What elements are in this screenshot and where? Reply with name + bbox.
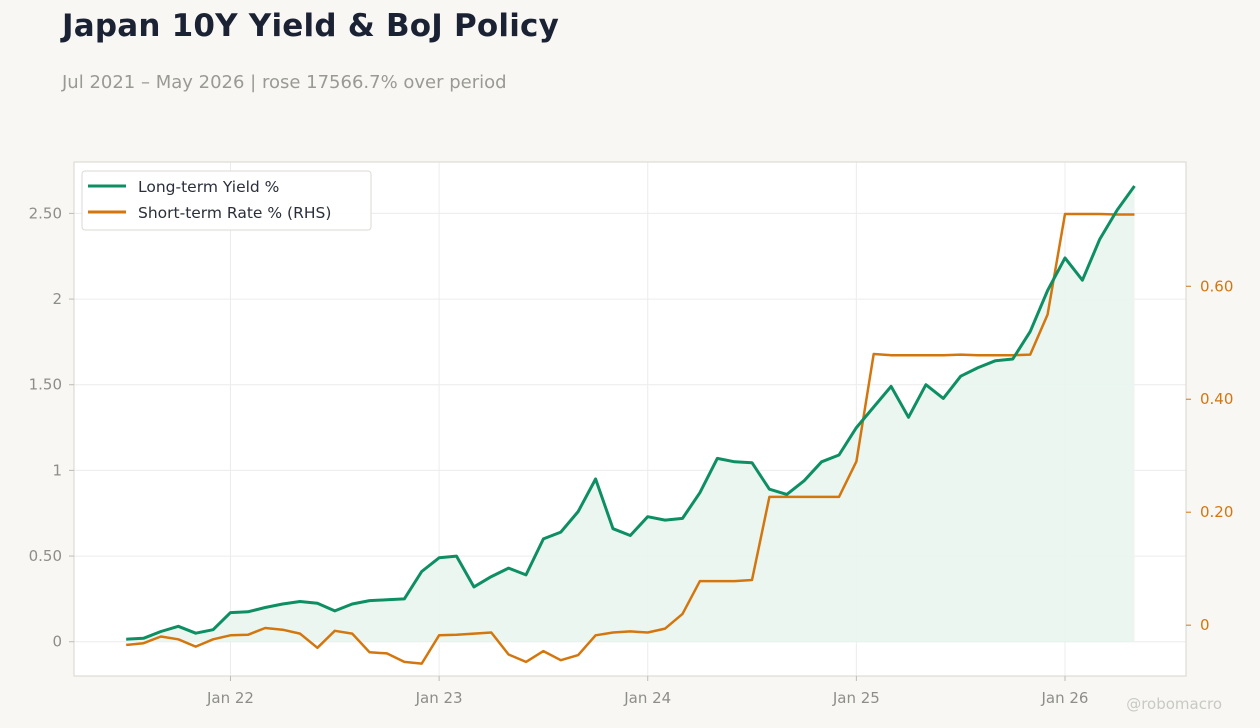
long-term-yield-line xyxy=(126,185,1136,641)
legend: Long-term Yield % Short-term Rate % (RHS… xyxy=(81,170,372,231)
left-tick-label: 2.50 xyxy=(29,204,62,222)
plot-frame xyxy=(73,161,1187,677)
right-tick-label: 0.20 xyxy=(1200,503,1233,521)
chart-subtitle: Jul 2021 – May 2026 | rose 17566.7% over… xyxy=(62,72,507,93)
yield-area-fill xyxy=(126,186,1135,642)
left-axis-ticks: 0 0.50 1 1.50 2 2.50 xyxy=(29,204,74,651)
chart-title: Japan 10Y Yield & BoJ Policy xyxy=(62,8,560,44)
right-tick-label: 0.60 xyxy=(1200,277,1233,295)
left-tick-label: 0.50 xyxy=(29,547,62,565)
watermark: @robomacro xyxy=(1126,695,1222,713)
x-tick-label: Jan 26 xyxy=(1041,689,1089,707)
x-tick-label: Jan 23 xyxy=(415,689,463,707)
right-tick-label: 0.40 xyxy=(1200,390,1233,408)
short-term-rate-line xyxy=(126,212,1135,665)
left-tick-label: 1.50 xyxy=(29,376,62,394)
x-tick-label: Jan 22 xyxy=(206,689,254,707)
legend-label-yield: Long-term Yield % xyxy=(138,178,279,196)
legend-box xyxy=(81,170,372,231)
x-tick-label: Jan 24 xyxy=(623,689,671,707)
left-tick-label: 2 xyxy=(52,290,62,308)
x-axis-ticks: Jan 22 Jan 23 Jan 24 Jan 25 Jan 26 xyxy=(206,676,1089,707)
left-tick-label: 0 xyxy=(52,633,62,651)
legend-label-rate: Short-term Rate % (RHS) xyxy=(138,204,331,222)
left-tick-label: 1 xyxy=(52,461,62,479)
right-axis-ticks: 0 0.20 0.40 0.60 xyxy=(1186,277,1233,634)
right-tick-label: 0 xyxy=(1200,616,1210,634)
x-tick-label: Jan 25 xyxy=(832,689,880,707)
